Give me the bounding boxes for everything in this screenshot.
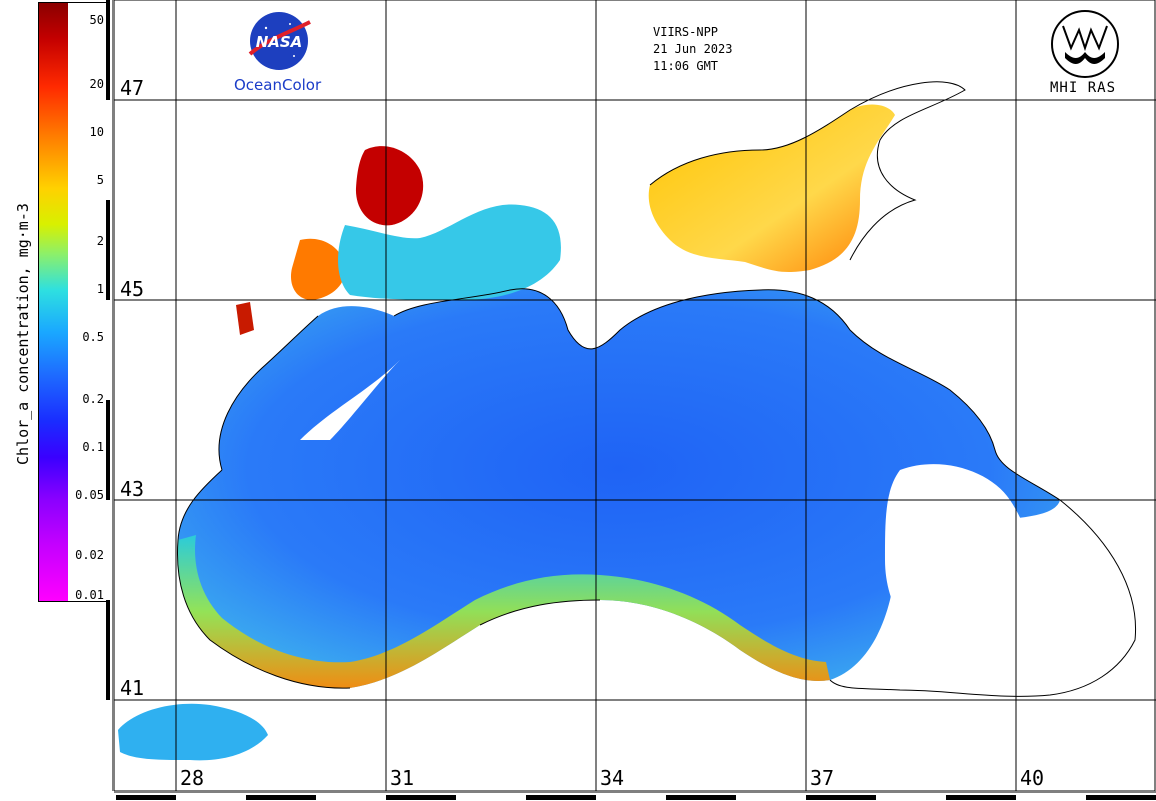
image-date: 21 Jun 2023 (653, 42, 733, 56)
black-sea-water (177, 288, 1061, 689)
longitude-label: 31 (388, 766, 417, 790)
northwest-shelf-bloom (290, 238, 346, 300)
latitude-label: 41 (118, 676, 147, 700)
mhi-ras-logo (1051, 10, 1119, 78)
colorbar-label: 20 (89, 77, 104, 91)
colorbar-label: 1 (96, 282, 104, 296)
sea-of-marmara (118, 703, 268, 761)
colorbar-label: 10 (89, 125, 104, 139)
dnieper-bloom (355, 146, 424, 226)
colorbar-label: 0.5 (82, 330, 104, 344)
shelf-cyan (338, 204, 561, 300)
colorbar-label: 2 (96, 234, 104, 248)
colorbar-label: 0.02 (75, 548, 104, 562)
longitude-label: 28 (178, 766, 207, 790)
svg-text:NASA: NASA (256, 33, 303, 51)
oceancolor-label: OceanColor (234, 76, 322, 94)
latitude-label: 47 (118, 76, 147, 100)
image-metadata: VIIRS-NPP 21 Jun 2023 11:06 GMT (653, 24, 732, 75)
cloud-gap (300, 360, 400, 440)
nasa-logo: NASA (248, 12, 311, 70)
colorbar-label: 0.05 (75, 488, 104, 502)
colorbar-label: 5 (96, 173, 104, 187)
colorbar-label: 0.1 (82, 440, 104, 454)
longitude-scale (106, 791, 1156, 801)
cloud-gap (885, 464, 1034, 654)
colorbar-title-text: Chlor_a concentration, mg·m-3 (14, 203, 32, 465)
image-time: 11:06 GMT (653, 59, 719, 73)
latitude-scale (106, 0, 114, 801)
colorbar-label: 50 (89, 13, 104, 27)
longitude-label: 34 (598, 766, 627, 790)
colorbar (38, 2, 69, 602)
longitude-label: 40 (1018, 766, 1047, 790)
chlorophyll-map (106, 0, 1156, 801)
longitude-label: 37 (808, 766, 837, 790)
sea-of-azov (648, 104, 895, 273)
colorbar-labels: 50 20 10 5 2 1 0.5 0.2 0.1 0.05 0.02 0.0… (68, 2, 106, 602)
graticule (114, 0, 1156, 791)
coastline (177, 288, 1137, 697)
latitude-label: 43 (118, 477, 147, 501)
mhi-ras-label: MHI RAS (1050, 80, 1117, 96)
colorbar-label: 0.2 (82, 392, 104, 406)
south-coast-bloom (177, 535, 831, 689)
azov-coast (649, 81, 966, 261)
colorbar-label: 0.01 (75, 588, 104, 602)
sensor-name: VIIRS-NPP (653, 25, 719, 39)
latitude-label: 45 (118, 277, 147, 301)
danube-bloom (236, 302, 254, 335)
